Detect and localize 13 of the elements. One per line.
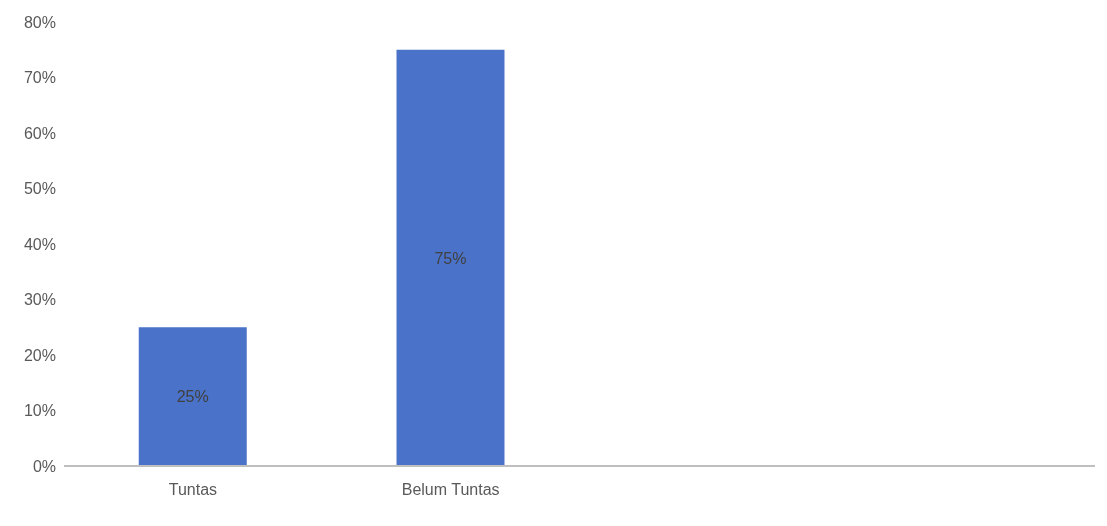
- x-tick-label: Tuntas: [168, 481, 218, 499]
- data-label: 75%: [434, 249, 467, 267]
- y-tick-label: 40%: [23, 235, 56, 253]
- y-tick-label: 60%: [23, 124, 56, 142]
- y-tick-label: 50%: [23, 180, 56, 198]
- y-tick-label: 10%: [23, 402, 56, 420]
- y-tick-label: 0%: [32, 457, 56, 475]
- y-tick-label: 20%: [23, 346, 56, 364]
- y-tick-label: 70%: [23, 69, 56, 87]
- y-tick-label: 80%: [23, 13, 56, 31]
- data-label: 25%: [176, 388, 209, 406]
- y-tick-label: 30%: [23, 291, 56, 309]
- x-tick-label: Belum Tuntas: [401, 481, 500, 499]
